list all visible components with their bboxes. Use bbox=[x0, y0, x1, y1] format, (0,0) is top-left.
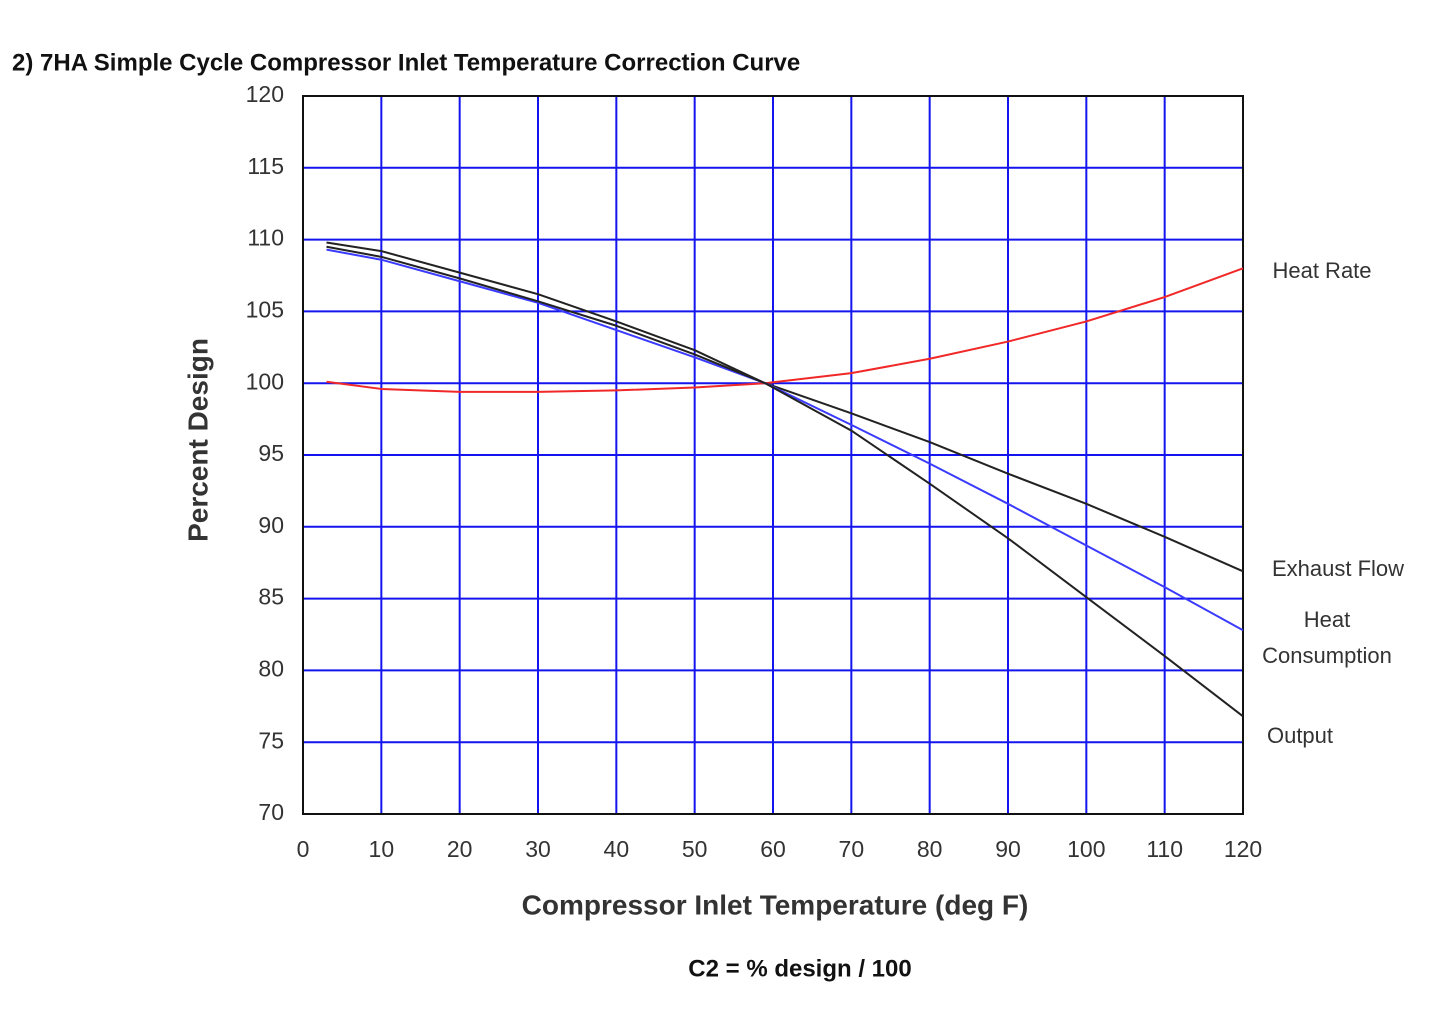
x-tick-label: 100 bbox=[1067, 836, 1105, 862]
legend-label: Heat Rate bbox=[1272, 258, 1372, 283]
x-tick-label: 40 bbox=[604, 836, 630, 862]
chart-title: 2) 7HA Simple Cycle Compressor Inlet Tem… bbox=[12, 49, 800, 76]
x-tick-label: 110 bbox=[1146, 836, 1183, 862]
x-tick-label: 120 bbox=[1224, 836, 1262, 862]
y-tick-label: 90 bbox=[258, 512, 284, 538]
legend-label: Output bbox=[1266, 723, 1334, 748]
y-tick-label: 80 bbox=[258, 655, 284, 681]
y-tick-label: 70 bbox=[258, 799, 284, 825]
series-line bbox=[326, 248, 1244, 632]
y-tick-label: 120 bbox=[246, 81, 284, 107]
legend-label: Exhaust Flow bbox=[1271, 556, 1405, 581]
x-axis-label: Compressor Inlet Temperature (deg F) bbox=[522, 889, 1029, 920]
series-line bbox=[326, 245, 1244, 718]
legend-label: Heat Consumption bbox=[1262, 607, 1392, 668]
x-tick-label: 20 bbox=[447, 836, 473, 862]
series-line bbox=[326, 241, 1244, 573]
y-tick-label: 115 bbox=[247, 153, 284, 179]
footnote: C2 = % design / 100 bbox=[688, 955, 911, 982]
y-tick-label: 105 bbox=[246, 296, 284, 322]
y-tick-label: 95 bbox=[258, 440, 284, 466]
y-tick-label: 110 bbox=[247, 225, 284, 251]
x-tick-label: 80 bbox=[917, 836, 943, 862]
x-tick-label: 0 bbox=[297, 836, 310, 862]
y-tick-label: 100 bbox=[246, 368, 284, 394]
y-tick-label: 75 bbox=[258, 727, 284, 753]
plot-frame bbox=[302, 95, 1244, 815]
series-line bbox=[326, 267, 1244, 393]
x-tick-label: 30 bbox=[525, 836, 551, 862]
x-tick-label: 50 bbox=[682, 836, 708, 862]
x-tick-label: 10 bbox=[369, 836, 395, 862]
y-tick-label: 85 bbox=[258, 584, 284, 610]
x-tick-label: 60 bbox=[760, 836, 786, 862]
y-axis-label: Percent Design bbox=[182, 338, 213, 542]
x-tick-label: 90 bbox=[995, 836, 1021, 862]
x-tick-label: 70 bbox=[839, 836, 865, 862]
